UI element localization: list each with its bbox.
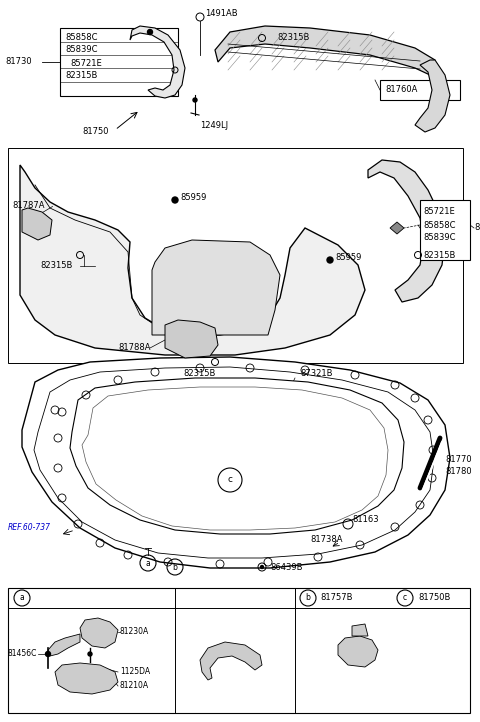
Polygon shape (165, 320, 218, 358)
Polygon shape (338, 636, 378, 667)
Text: 85858C: 85858C (423, 220, 456, 230)
Text: 81210A: 81210A (120, 682, 149, 690)
Text: 82315B: 82315B (423, 251, 456, 259)
Text: a: a (145, 559, 150, 567)
Circle shape (46, 651, 50, 656)
Circle shape (193, 98, 197, 102)
Circle shape (147, 30, 153, 35)
Text: 81750B: 81750B (418, 593, 450, 602)
Text: 1125DA: 1125DA (120, 668, 150, 677)
Circle shape (261, 565, 264, 568)
Text: b: b (306, 593, 311, 602)
Text: 85858C: 85858C (65, 32, 97, 41)
Bar (8, 588, 470, 713)
Text: 82315B: 82315B (277, 33, 310, 43)
Text: 85721E: 85721E (70, 58, 102, 67)
Polygon shape (70, 378, 404, 534)
Text: 1491AB: 1491AB (205, 9, 238, 19)
Text: b: b (173, 562, 178, 572)
Text: REF.60-737: REF.60-737 (8, 523, 51, 533)
Text: 85959: 85959 (180, 193, 206, 202)
Text: 85839C: 85839C (65, 45, 97, 54)
Polygon shape (368, 160, 445, 302)
Text: 85721E: 85721E (423, 207, 455, 217)
Polygon shape (80, 618, 118, 648)
Circle shape (327, 257, 333, 263)
Text: 85959: 85959 (335, 253, 361, 263)
Text: 81163: 81163 (352, 516, 379, 524)
Polygon shape (55, 663, 118, 694)
Polygon shape (215, 26, 435, 75)
Polygon shape (22, 208, 52, 240)
Bar (420, 200, 470, 260)
Text: 81770: 81770 (445, 456, 472, 464)
Text: 87321B: 87321B (300, 368, 333, 378)
Text: 81787A: 81787A (12, 201, 45, 209)
Polygon shape (152, 240, 280, 335)
Text: 81750: 81750 (82, 128, 108, 136)
Polygon shape (390, 222, 404, 234)
Text: 81738A: 81738A (310, 536, 343, 544)
Polygon shape (200, 642, 262, 680)
Text: 86439B: 86439B (270, 562, 302, 572)
Polygon shape (352, 624, 368, 636)
Bar (60, 28, 178, 96)
Text: 81740: 81740 (474, 224, 480, 232)
Text: 82315B: 82315B (40, 261, 72, 271)
Text: 81760A: 81760A (385, 85, 418, 95)
Polygon shape (415, 60, 450, 132)
Text: 81730: 81730 (5, 58, 32, 66)
Text: 81456C: 81456C (8, 650, 37, 658)
Polygon shape (48, 634, 80, 656)
Text: 81757B: 81757B (320, 593, 352, 602)
Polygon shape (20, 165, 365, 355)
Text: 81780: 81780 (445, 468, 472, 477)
Text: 81788A: 81788A (118, 344, 151, 352)
Circle shape (172, 197, 178, 203)
Text: 81230A: 81230A (120, 627, 149, 637)
Polygon shape (130, 26, 185, 98)
Text: c: c (228, 476, 232, 484)
Text: c: c (403, 593, 407, 602)
Bar (380, 80, 460, 100)
Text: a: a (20, 593, 24, 602)
Circle shape (88, 652, 92, 656)
Polygon shape (22, 357, 450, 568)
Text: 1249LJ: 1249LJ (200, 121, 228, 129)
Bar (8, 148, 463, 363)
Text: 82315B: 82315B (65, 71, 97, 80)
Text: 85839C: 85839C (423, 233, 456, 243)
Text: 82315B: 82315B (184, 368, 216, 378)
